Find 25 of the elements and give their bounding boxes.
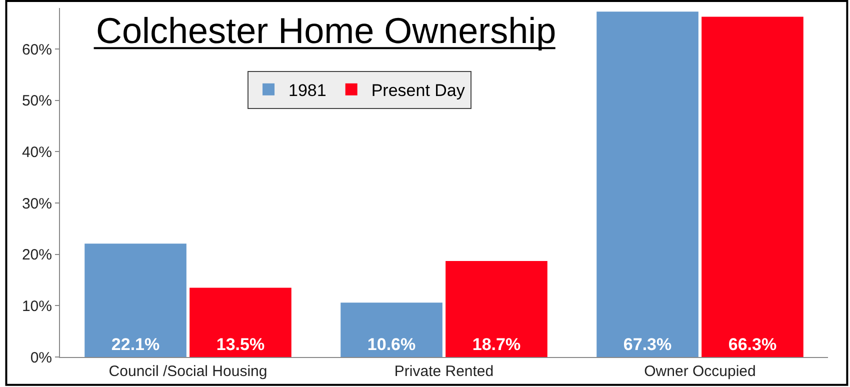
y-tick-label: 10% <box>22 298 52 315</box>
y-tick-label: 40% <box>22 144 52 161</box>
bar <box>446 261 548 357</box>
y-tick-label: 0% <box>30 349 52 366</box>
y-tick-label: 20% <box>22 246 52 264</box>
bar <box>340 302 442 357</box>
y-tick-label: 50% <box>22 92 52 110</box>
bar <box>596 12 698 357</box>
y-tick-label: 60% <box>22 41 52 58</box>
text: 66.3% <box>728 335 777 354</box>
x-tick-label: Private Rented <box>394 363 494 380</box>
bar <box>190 288 292 357</box>
legend-label: Present Day <box>371 81 466 100</box>
text: 13.5% <box>216 335 265 354</box>
legend-label: 1981 <box>288 81 326 100</box>
chart-title: Colchester Home Ownership <box>96 10 556 51</box>
text: 22.1% <box>111 335 160 354</box>
text: 18.7% <box>472 335 521 354</box>
x-tick-label: Council /Social Housing <box>108 363 268 380</box>
bar <box>84 244 186 357</box>
y-tick-label: 30% <box>22 195 52 212</box>
text: 67.3% <box>623 335 672 354</box>
x-tick-label: Owner Occupied <box>644 363 756 380</box>
bar <box>702 16 804 357</box>
text: 10.6% <box>367 335 416 354</box>
